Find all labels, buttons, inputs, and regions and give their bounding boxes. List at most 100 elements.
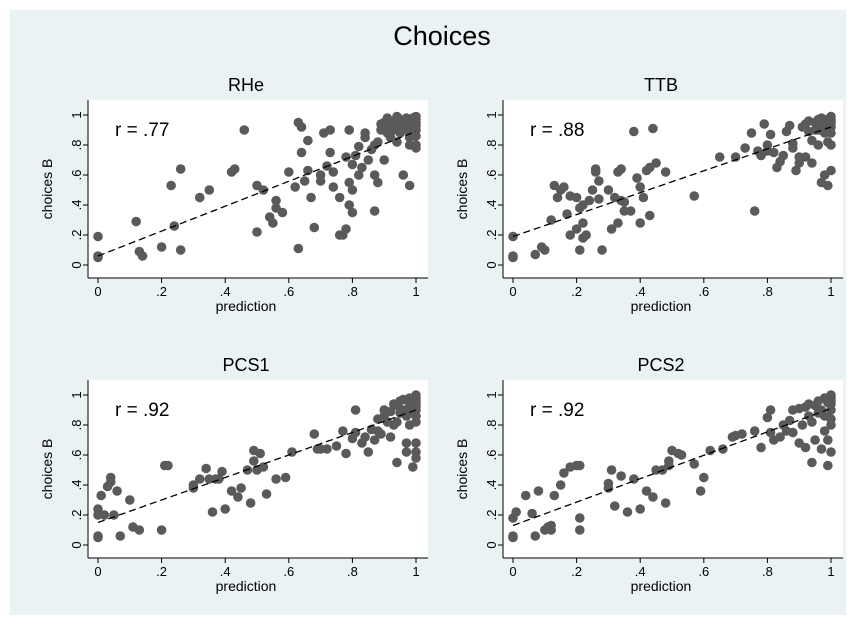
x-tick-label: .8: [762, 284, 773, 299]
y-tick-label: .2: [484, 230, 499, 241]
data-point: [644, 210, 655, 221]
data-point: [791, 165, 801, 176]
data-point: [788, 427, 798, 438]
data-point: [638, 192, 649, 203]
data-point: [344, 177, 355, 188]
data-point: [574, 460, 585, 471]
data-point: [341, 152, 351, 162]
data-point: [309, 429, 320, 439]
x-tick-label: 0: [509, 564, 516, 579]
y-axis-label: choices B: [454, 439, 470, 500]
data-point: [328, 167, 339, 177]
data-point: [823, 460, 833, 471]
data-point: [303, 165, 313, 176]
data-point: [236, 483, 246, 493]
data-point: [334, 192, 345, 203]
data-point: [635, 182, 645, 192]
data-point: [134, 525, 145, 535]
data-point: [258, 185, 269, 195]
data-point: [341, 448, 351, 459]
data-point: [574, 245, 585, 255]
data-point: [689, 191, 700, 201]
y-tick-label: .2: [69, 510, 84, 521]
data-point: [635, 504, 645, 514]
x-tick-label: .2: [571, 284, 582, 299]
y-tick-label: .8: [69, 140, 84, 151]
data-point: [622, 507, 633, 517]
scatter-panel: RHe 0 .2 .4 .6 .8 1 0 .2 .4 .6 .8 1 prediction choices…: [39, 75, 428, 314]
x-tick-label: .6: [698, 564, 709, 579]
data-point: [258, 462, 269, 472]
data-point: [784, 120, 795, 131]
data-point: [540, 245, 550, 255]
data-point: [508, 532, 518, 543]
x-tick-label: .8: [347, 564, 358, 579]
data-point: [338, 426, 348, 436]
panels-group: RHe 0 .2 .4 .6 .8 1 0 .2 .4 .6 .8 1 prediction choices…: [39, 75, 843, 594]
data-point: [347, 159, 358, 170]
data-point: [810, 435, 820, 445]
data-point: [188, 483, 199, 493]
data-point: [714, 152, 725, 162]
data-point: [559, 468, 569, 478]
data-point: [746, 128, 757, 138]
y-tick-label: 1: [484, 111, 499, 118]
data-point: [590, 164, 601, 174]
y-axis-label: choices B: [39, 439, 55, 500]
data-point: [530, 531, 541, 541]
data-point: [353, 170, 364, 180]
data-point: [255, 448, 265, 459]
data-point: [392, 137, 402, 147]
data-point: [807, 457, 817, 468]
y-tick-label: .6: [69, 450, 84, 461]
data-point: [740, 143, 750, 153]
data-point: [826, 117, 836, 128]
data-point: [249, 456, 259, 466]
data-point: [207, 507, 218, 517]
data-point: [807, 417, 817, 427]
data-point: [594, 194, 604, 204]
data-point: [261, 489, 272, 499]
data-point: [385, 432, 396, 442]
data-point: [373, 177, 383, 188]
x-tick-label: 0: [94, 284, 101, 299]
data-point: [584, 195, 595, 206]
y-tick-label: 0: [69, 541, 84, 548]
data-point: [214, 474, 224, 484]
data-point: [363, 447, 374, 457]
data-point: [299, 176, 310, 186]
data-point: [268, 218, 278, 228]
data-point: [826, 128, 836, 138]
data-point: [163, 460, 173, 471]
y-tick-label: .4: [484, 200, 499, 211]
data-point: [220, 504, 230, 514]
data-point: [784, 415, 795, 426]
data-point: [296, 122, 307, 132]
data-point: [619, 197, 630, 207]
data-point: [125, 495, 135, 505]
data-point: [749, 206, 760, 216]
y-tick-label: 0: [484, 261, 499, 268]
data-point: [552, 192, 563, 203]
data-point: [813, 140, 824, 150]
data-point: [306, 192, 316, 203]
data-point: [699, 472, 709, 483]
data-point: [360, 432, 370, 442]
x-tick-label: .4: [220, 284, 231, 299]
data-point: [331, 441, 342, 451]
data-point: [204, 185, 215, 195]
data-point: [156, 242, 167, 252]
data-point: [508, 252, 518, 263]
data-point: [239, 125, 250, 135]
data-point: [271, 474, 281, 484]
panel-title: TTB: [644, 75, 678, 95]
data-point: [797, 420, 808, 430]
data-point: [826, 140, 836, 150]
data-point: [816, 444, 827, 454]
panel-title: PCS1: [222, 355, 269, 375]
data-point: [555, 480, 566, 490]
data-point: [800, 442, 811, 453]
panel-title: PCS2: [637, 355, 684, 375]
data-point: [533, 486, 544, 496]
